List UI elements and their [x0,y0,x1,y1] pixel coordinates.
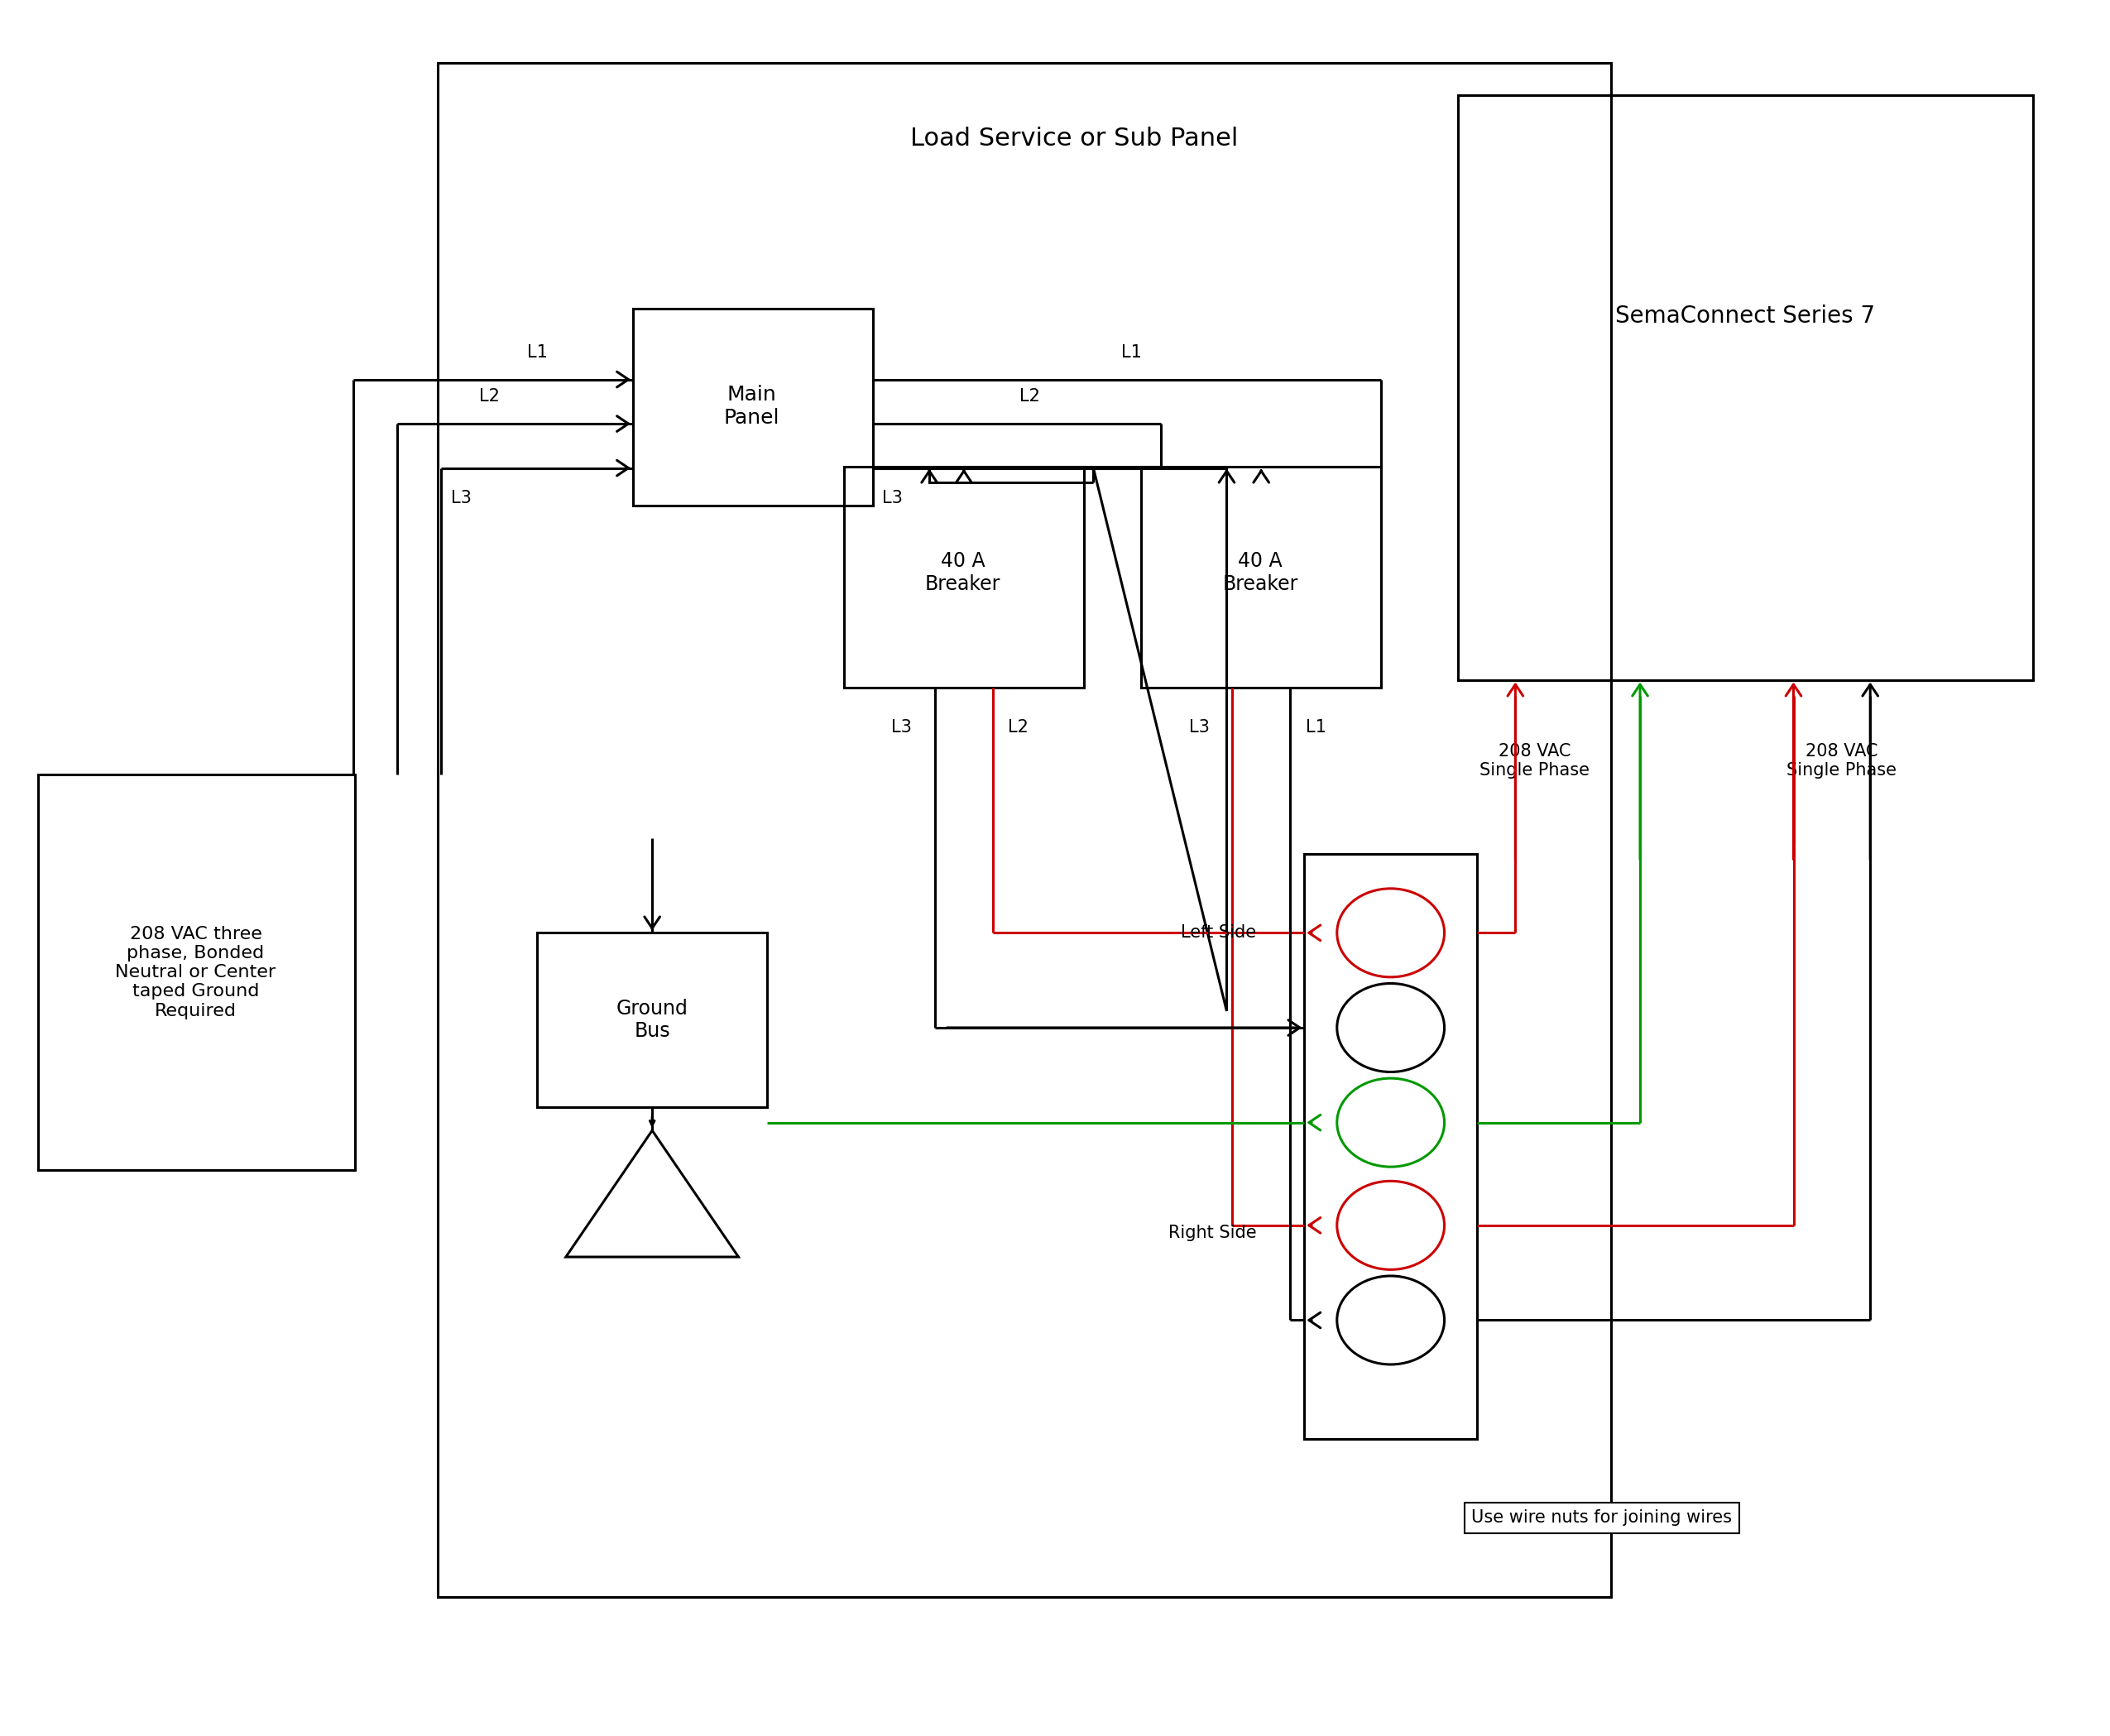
Text: L3: L3 [882,490,903,507]
Text: SemaConnect Series 7: SemaConnect Series 7 [1616,304,1876,328]
Bar [633,309,874,505]
Text: 40 A
Breaker: 40 A Breaker [924,550,1000,594]
Bar [437,62,1612,1597]
Bar [1458,95,2034,681]
Text: L1: L1 [1306,719,1325,736]
Text: Use wire nuts for joining wires: Use wire nuts for joining wires [1471,1510,1732,1526]
Text: L2: L2 [1009,719,1028,736]
Bar [38,774,354,1170]
Text: L3: L3 [452,490,471,507]
Bar [844,467,1085,687]
Text: L2: L2 [479,389,500,404]
Text: 208 VAC three
phase, Bonded
Neutral or Center
taped Ground
Required: 208 VAC three phase, Bonded Neutral or C… [116,925,276,1019]
Text: Ground
Bus: Ground Bus [616,998,688,1042]
Text: L1: L1 [528,344,546,361]
Text: Right Side: Right Side [1169,1226,1255,1241]
Text: Load Service or Sub Panel: Load Service or Sub Panel [909,127,1239,151]
Text: L2: L2 [1019,389,1040,404]
Bar [538,932,768,1108]
Text: 40 A
Breaker: 40 A Breaker [1222,550,1298,594]
Text: L3: L3 [893,719,912,736]
Text: Left Side: Left Side [1182,925,1255,941]
Text: L1: L1 [1120,344,1142,361]
Text: L3: L3 [1188,719,1209,736]
Text: Main
Panel: Main Panel [724,385,781,427]
Bar [1142,467,1382,687]
Bar [1304,854,1477,1439]
Text: 208 VAC
Single Phase: 208 VAC Single Phase [1787,743,1897,779]
Text: 208 VAC
Single Phase: 208 VAC Single Phase [1479,743,1589,779]
